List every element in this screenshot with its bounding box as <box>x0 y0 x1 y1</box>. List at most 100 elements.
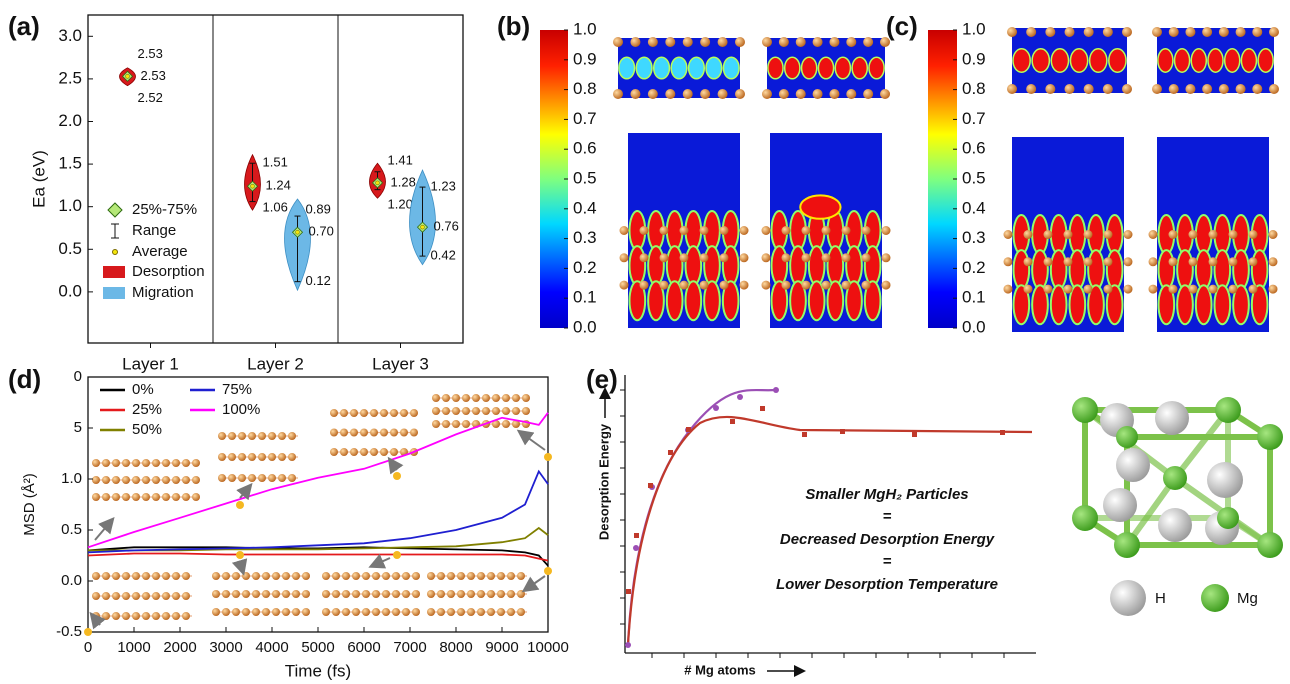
legend-label: 0% <box>132 381 154 398</box>
atom <box>342 608 350 616</box>
y-tick-label: 5 <box>74 419 82 436</box>
atom <box>762 281 771 290</box>
atom <box>1169 230 1178 239</box>
value-label: 1.20 <box>388 196 413 211</box>
atom <box>112 612 120 620</box>
elf-lobe <box>1191 49 1206 72</box>
atom <box>218 453 226 461</box>
elf-lobe <box>1214 250 1230 289</box>
atom <box>332 608 340 616</box>
elf-lobe <box>802 57 817 79</box>
atom <box>350 409 358 417</box>
atom <box>92 592 100 600</box>
atom <box>1236 27 1246 37</box>
atom <box>232 608 240 616</box>
atom <box>507 572 515 580</box>
atom <box>880 89 890 99</box>
legend-label: Range <box>132 222 176 239</box>
atom <box>762 253 771 262</box>
elf-map <box>1149 137 1278 332</box>
atom <box>162 476 170 484</box>
atom <box>340 429 348 437</box>
atom <box>467 590 475 598</box>
elf-lobe <box>1013 49 1030 72</box>
colorbar-tick-label: 0.1 <box>962 288 986 307</box>
atom <box>1122 27 1132 37</box>
y-tick-label: 1.5 <box>58 154 82 173</box>
atom <box>92 459 100 467</box>
atom <box>278 474 286 482</box>
atom <box>262 572 270 580</box>
atom <box>497 572 505 580</box>
atom <box>272 572 280 580</box>
elf-lobe <box>869 57 884 79</box>
atom <box>822 226 831 235</box>
atom <box>382 590 390 598</box>
colorbar-tick-label: 0.9 <box>573 49 597 68</box>
atom <box>1104 257 1113 266</box>
atom <box>258 432 266 440</box>
atom <box>648 89 658 99</box>
y-tick-label: 3.0 <box>58 26 82 45</box>
legend-swatch <box>108 203 122 217</box>
atom <box>779 37 789 47</box>
elf-map <box>1007 27 1132 94</box>
colorbar-tick-label: 0.1 <box>573 288 597 307</box>
atom <box>447 590 455 598</box>
x-tick-label: Layer 2 <box>247 354 304 373</box>
atom <box>630 37 640 47</box>
atom <box>360 448 368 456</box>
atom <box>122 459 130 467</box>
atom <box>1065 84 1075 94</box>
x-tick-label: 9000 <box>485 639 518 656</box>
structure-inset <box>330 409 418 456</box>
elf-lobe <box>1225 49 1240 72</box>
atom <box>462 407 470 415</box>
colorbar-tick-label: 0.5 <box>962 168 986 187</box>
atom <box>248 453 256 461</box>
elf-lobe <box>818 57 833 79</box>
atom <box>1209 230 1218 239</box>
elf-lobe <box>1258 49 1273 72</box>
atom <box>1229 285 1238 294</box>
atom <box>442 420 450 428</box>
atom <box>822 281 831 290</box>
elf-map <box>620 133 749 328</box>
atom <box>680 253 689 262</box>
atom <box>432 394 440 402</box>
atom <box>740 253 749 262</box>
atom <box>172 572 180 580</box>
elf-lobe <box>790 246 806 285</box>
atom <box>1044 257 1053 266</box>
atom <box>352 590 360 598</box>
value-label: 1.28 <box>391 174 416 189</box>
atom <box>1169 285 1178 294</box>
atom <box>882 253 891 262</box>
atom <box>390 409 398 417</box>
atom <box>846 37 856 47</box>
elf-lobe <box>771 246 787 285</box>
atom <box>487 572 495 580</box>
y-tick-label: 0.0 <box>61 572 82 589</box>
atom <box>512 394 520 402</box>
atom <box>660 226 669 235</box>
atom <box>142 572 150 580</box>
y-tick-label: 0.5 <box>61 521 82 538</box>
y-tick-label: 2.0 <box>58 111 82 130</box>
atom <box>457 608 465 616</box>
atom <box>102 476 110 484</box>
atom <box>762 37 772 47</box>
atom <box>288 474 296 482</box>
atom <box>432 407 440 415</box>
atom <box>1149 230 1158 239</box>
atom <box>322 590 330 598</box>
atom <box>152 493 160 501</box>
schematic: Desorption Energy # Mg atoms Smaller MgH… <box>596 375 1036 677</box>
atom <box>802 226 811 235</box>
atom <box>457 572 465 580</box>
atom <box>1064 257 1073 266</box>
atom <box>350 429 358 437</box>
elf-lobe <box>1069 250 1085 289</box>
atom <box>437 608 445 616</box>
atom <box>132 476 140 484</box>
